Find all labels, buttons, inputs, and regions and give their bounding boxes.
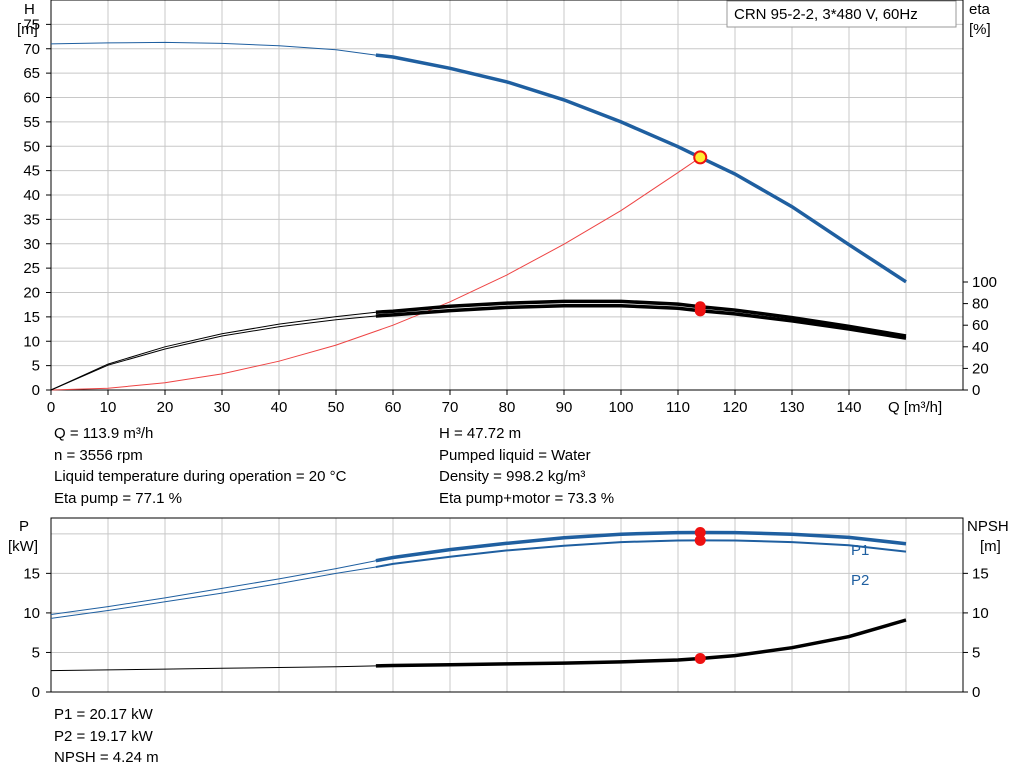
upper-y-tick-label: 15 bbox=[23, 309, 40, 326]
system-curve bbox=[50, 156, 701, 391]
x-tick-label: 20 bbox=[157, 399, 174, 416]
head-curve-thin bbox=[50, 41, 907, 283]
upper-y-tick-label: 35 bbox=[23, 211, 40, 228]
x-tick-label: 80 bbox=[499, 399, 516, 416]
op-point-head bbox=[693, 150, 708, 165]
upper-y-tick-label: 70 bbox=[23, 41, 40, 58]
x-tick-label: 140 bbox=[836, 399, 861, 416]
lower-y-tick-label: 5 bbox=[32, 644, 40, 661]
upper-plot-tick-labels: 0 10 20 30 40 50 60 70 80 90 100 110 120 130 140 0 5 10 15… bbox=[23, 16, 997, 416]
upper-plot-curves bbox=[50, 41, 907, 391]
p2-curve-thick bbox=[375, 539, 907, 568]
lower-y-tick-label: 10 bbox=[23, 605, 40, 622]
upper-y-axis-label: H bbox=[24, 1, 35, 18]
upper-y-tick-label: 10 bbox=[23, 333, 40, 350]
lower-y2-tick-label: 0 bbox=[972, 684, 980, 701]
upper-plot-grid bbox=[50, 0, 964, 391]
x-tick-label: 100 bbox=[608, 399, 633, 416]
lower-y2-tick-label: 5 bbox=[972, 644, 980, 661]
upper-y-tick-label: 45 bbox=[23, 163, 40, 180]
upper-y-tick-label: 65 bbox=[23, 65, 40, 82]
info-liquid-temperature: Liquid temperature during operation = 20… bbox=[54, 468, 347, 485]
upper-y2-tick-label: 60 bbox=[972, 317, 989, 334]
lower-y2-tick-label: 15 bbox=[972, 565, 989, 582]
upper-y-tick-label: 5 bbox=[32, 358, 40, 375]
upper-y-tick-label: 25 bbox=[23, 260, 40, 277]
upper-y2-tick-label: 80 bbox=[972, 296, 989, 313]
p2-curve-thin bbox=[50, 539, 907, 619]
title-box-text: CRN 95-2-2, 3*480 V, 60Hz bbox=[734, 6, 918, 23]
eta-pump-motor-curve-thick bbox=[375, 304, 907, 340]
upper-y2-axis-label: eta bbox=[969, 1, 991, 18]
op-point-npsh bbox=[694, 652, 706, 664]
lower-plot-curves bbox=[50, 526, 907, 672]
info-density: Density = 998.2 kg/m³ bbox=[439, 468, 586, 485]
upper-y2-tick-label: 100 bbox=[972, 274, 997, 291]
op-point-p1 bbox=[694, 526, 706, 538]
upper-y2-axis-unit: [%] bbox=[969, 21, 991, 38]
op-point-p2 bbox=[694, 534, 706, 546]
lower-y2-axis-label: NPSH bbox=[967, 518, 1009, 535]
lower-y-tick-label: 0 bbox=[32, 684, 40, 701]
upper-y-tick-label: 30 bbox=[23, 236, 40, 253]
upper-y-axis-unit: [m] bbox=[17, 21, 38, 38]
x-tick-label: 40 bbox=[271, 399, 288, 416]
lower-plot-frame bbox=[50, 517, 964, 693]
info-left-block: Q = 113.9 m³/h n = 3556 rpm Liquid tempe… bbox=[54, 423, 346, 509]
upper-y2-tick-label: 40 bbox=[972, 339, 989, 356]
info-p1: P1 = 20.17 kW bbox=[54, 706, 153, 723]
x-tick-label: 70 bbox=[442, 399, 459, 416]
x-tick-label: 90 bbox=[556, 399, 573, 416]
info-right-block: H = 47.72 m Pumped liquid = Water Densit… bbox=[439, 423, 614, 509]
x-tick-label: 130 bbox=[779, 399, 804, 416]
p1-series-label: P1 bbox=[851, 542, 869, 559]
upper-y-tick-label: 55 bbox=[23, 114, 40, 131]
x-tick-label: 30 bbox=[214, 399, 231, 416]
upper-y-tick-label: 20 bbox=[23, 285, 40, 302]
lower-y-tick-label: 15 bbox=[23, 565, 40, 582]
x-tick-label: 120 bbox=[722, 399, 747, 416]
info-eta-pump-motor: Eta pump+motor = 73.3 % bbox=[439, 489, 615, 507]
x-axis-label: Q [m³/h] bbox=[888, 399, 942, 416]
info-bottom-block: P1 = 20.17 kW P2 = 19.17 kW NPSH = 4.24 … bbox=[54, 704, 159, 769]
op-point-eta-pump-motor bbox=[694, 305, 706, 317]
lower-y2-axis-unit: [m] bbox=[980, 538, 1001, 555]
eta-pump-curve-thick bbox=[375, 299, 907, 338]
lower-plot-tick-labels: 0 5 10 15 0 5 10 15 bbox=[23, 565, 988, 701]
upper-y2-tick-label: 20 bbox=[972, 360, 989, 377]
p2-series-label: P2 bbox=[851, 572, 869, 589]
upper-y-tick-label: 40 bbox=[23, 187, 40, 204]
info-npsh: NPSH = 4.24 m bbox=[54, 749, 159, 766]
title-box bbox=[726, 0, 957, 28]
info-p2: P2 = 19.17 kW bbox=[54, 727, 153, 745]
upper-y-tick-label: 75 bbox=[23, 16, 40, 33]
lower-y2-tick-label: 10 bbox=[972, 605, 989, 622]
lower-y-axis-unit: [kW] bbox=[8, 538, 38, 555]
info-pumped-liquid: Pumped liquid = Water bbox=[439, 446, 591, 464]
info-eta-pump: Eta pump = 77.1 % bbox=[54, 489, 182, 507]
upper-y-tick-label: 0 bbox=[32, 382, 40, 399]
head-curve-thick bbox=[375, 53, 907, 284]
x-tick-label: 0 bbox=[47, 399, 55, 416]
info-flow-rate: Q = 113.9 m³/h bbox=[54, 425, 154, 442]
x-tick-label: 50 bbox=[328, 399, 345, 416]
p1-curve-thick bbox=[375, 530, 907, 563]
npsh-curve-thick bbox=[375, 618, 907, 668]
x-tick-label: 60 bbox=[385, 399, 402, 416]
info-speed: n = 3556 rpm bbox=[54, 446, 143, 464]
x-tick-label: 10 bbox=[100, 399, 117, 416]
upper-y-tick-label: 60 bbox=[23, 90, 40, 107]
lower-y-axis-label: P bbox=[19, 518, 29, 535]
x-tick-label: 110 bbox=[666, 399, 690, 416]
info-head: H = 47.72 m bbox=[439, 425, 522, 442]
upper-y2-tick-label: 0 bbox=[972, 382, 980, 399]
upper-y-tick-label: 50 bbox=[23, 138, 40, 155]
